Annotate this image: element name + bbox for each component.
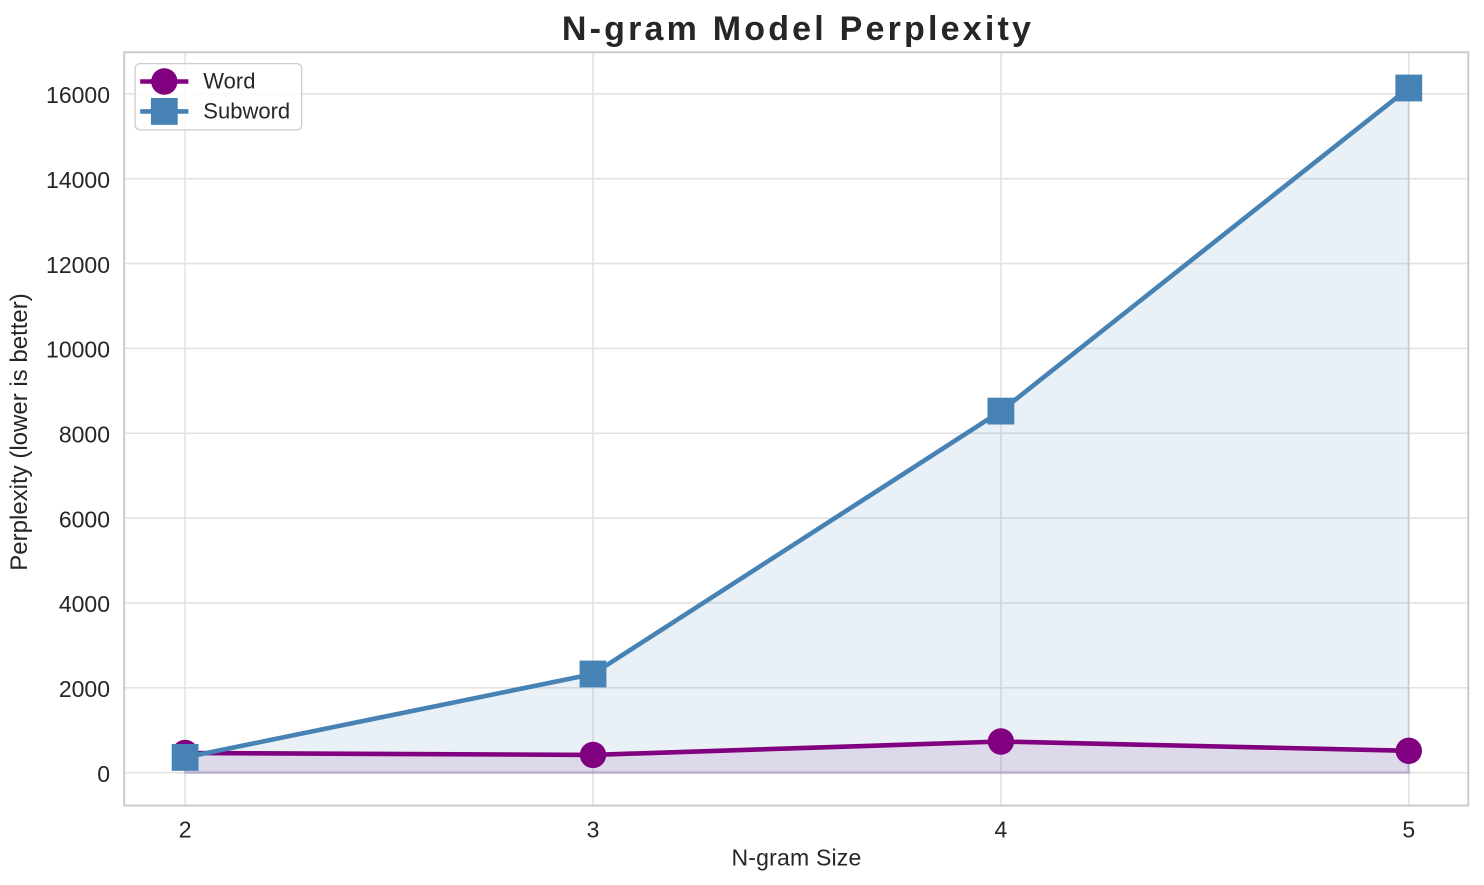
svg-text:10000: 10000	[46, 337, 110, 363]
svg-text:6000: 6000	[59, 506, 110, 532]
svg-text:4: 4	[995, 817, 1008, 843]
svg-text:Subword: Subword	[203, 99, 290, 124]
svg-text:Word: Word	[203, 69, 255, 94]
svg-text:12000: 12000	[46, 252, 110, 278]
svg-text:0: 0	[97, 761, 110, 787]
svg-text:2: 2	[179, 817, 192, 843]
svg-text:2000: 2000	[59, 676, 110, 702]
svg-text:14000: 14000	[46, 167, 110, 193]
svg-text:Perplexity (lower is better): Perplexity (lower is better)	[6, 293, 33, 570]
svg-text:4000: 4000	[59, 591, 110, 617]
svg-text:5: 5	[1402, 817, 1415, 843]
svg-text:3: 3	[587, 817, 600, 843]
svg-text:N-gram Model Perplexity: N-gram Model Perplexity	[562, 10, 1034, 48]
svg-text:N-gram Size: N-gram Size	[731, 845, 861, 871]
svg-text:8000: 8000	[59, 422, 110, 448]
svg-text:16000: 16000	[46, 82, 110, 108]
